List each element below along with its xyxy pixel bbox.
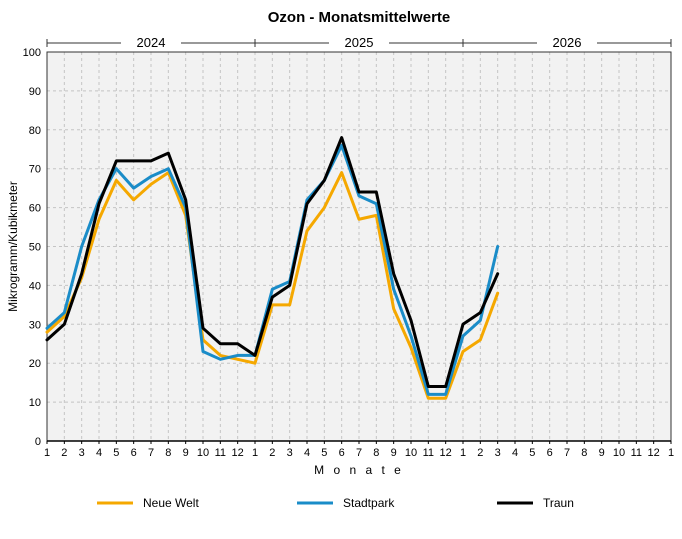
y-tick-label: 80: [29, 125, 41, 137]
x-tick-label: 10: [405, 447, 417, 459]
x-tick-label: 10: [197, 447, 209, 459]
x-tick-label: 4: [96, 447, 102, 459]
chart-title: Ozon - Monatsmittelwerte: [268, 9, 451, 26]
x-tick-label: 4: [304, 447, 310, 459]
x-tick-label: 7: [564, 447, 570, 459]
series-line-traun: [45, 136, 500, 389]
y-tick-label: 40: [29, 280, 41, 292]
legend-label: Stadtpark: [343, 496, 395, 510]
x-tick-label: 10: [613, 447, 625, 459]
x-tick-label: 6: [339, 447, 345, 459]
year-label: 2026: [553, 35, 582, 50]
x-tick-label: 5: [321, 447, 327, 459]
y-tick-label: 10: [29, 397, 41, 409]
y-tick-label: 60: [29, 203, 41, 215]
x-tick-label: 9: [391, 447, 397, 459]
legend-label: Traun: [543, 496, 574, 510]
y-tick-label: 90: [29, 86, 41, 98]
x-tick-label: 12: [648, 447, 660, 459]
series-line-stadtpark: [45, 143, 500, 396]
x-tick-label: 5: [529, 447, 535, 459]
y-tick-label: 70: [29, 164, 41, 176]
x-tick-label: 11: [631, 447, 642, 459]
y-tick-label: 0: [35, 436, 41, 448]
y-tick-label: 30: [29, 319, 41, 331]
x-tick-label: 8: [373, 447, 379, 459]
x-tick-label: 1: [252, 447, 258, 459]
x-tick-label: 2: [61, 447, 67, 459]
series-line-neue-welt: [45, 171, 500, 400]
y-tick-label: 50: [29, 242, 41, 254]
x-tick-label: 1: [668, 447, 674, 459]
x-tick-label: 4: [512, 447, 518, 459]
x-tick-label: 1: [44, 447, 50, 459]
year-label: 2025: [345, 35, 374, 50]
x-tick-label: 2: [269, 447, 275, 459]
x-tick-label: 6: [547, 447, 553, 459]
x-tick-label: 7: [356, 447, 362, 459]
x-tick-label: 8: [165, 447, 171, 459]
x-tick-label: 5: [113, 447, 119, 459]
x-axis-label: M o n a t e: [314, 463, 404, 477]
x-tick-label: 6: [131, 447, 137, 459]
x-tick-label: 12: [232, 447, 244, 459]
y-tick-label: 100: [23, 47, 41, 59]
x-tick-label: 1: [460, 447, 466, 459]
x-tick-label: 9: [183, 447, 189, 459]
x-tick-label: 3: [495, 447, 501, 459]
x-tick-label: 9: [599, 447, 605, 459]
x-tick-label: 3: [79, 447, 85, 459]
x-tick-label: 7: [148, 447, 154, 459]
x-tick-label: 11: [423, 447, 434, 459]
y-axis-label: Mikrogramm/Kubikmeter: [6, 181, 20, 312]
year-label: 2024: [137, 35, 166, 50]
y-tick-label: 20: [29, 358, 41, 370]
legend-label: Neue Welt: [143, 496, 199, 510]
x-tick-label: 2: [477, 447, 483, 459]
x-tick-label: 3: [287, 447, 293, 459]
x-tick-label: 11: [215, 447, 226, 459]
x-tick-label: 8: [581, 447, 587, 459]
x-tick-label: 12: [440, 447, 452, 459]
